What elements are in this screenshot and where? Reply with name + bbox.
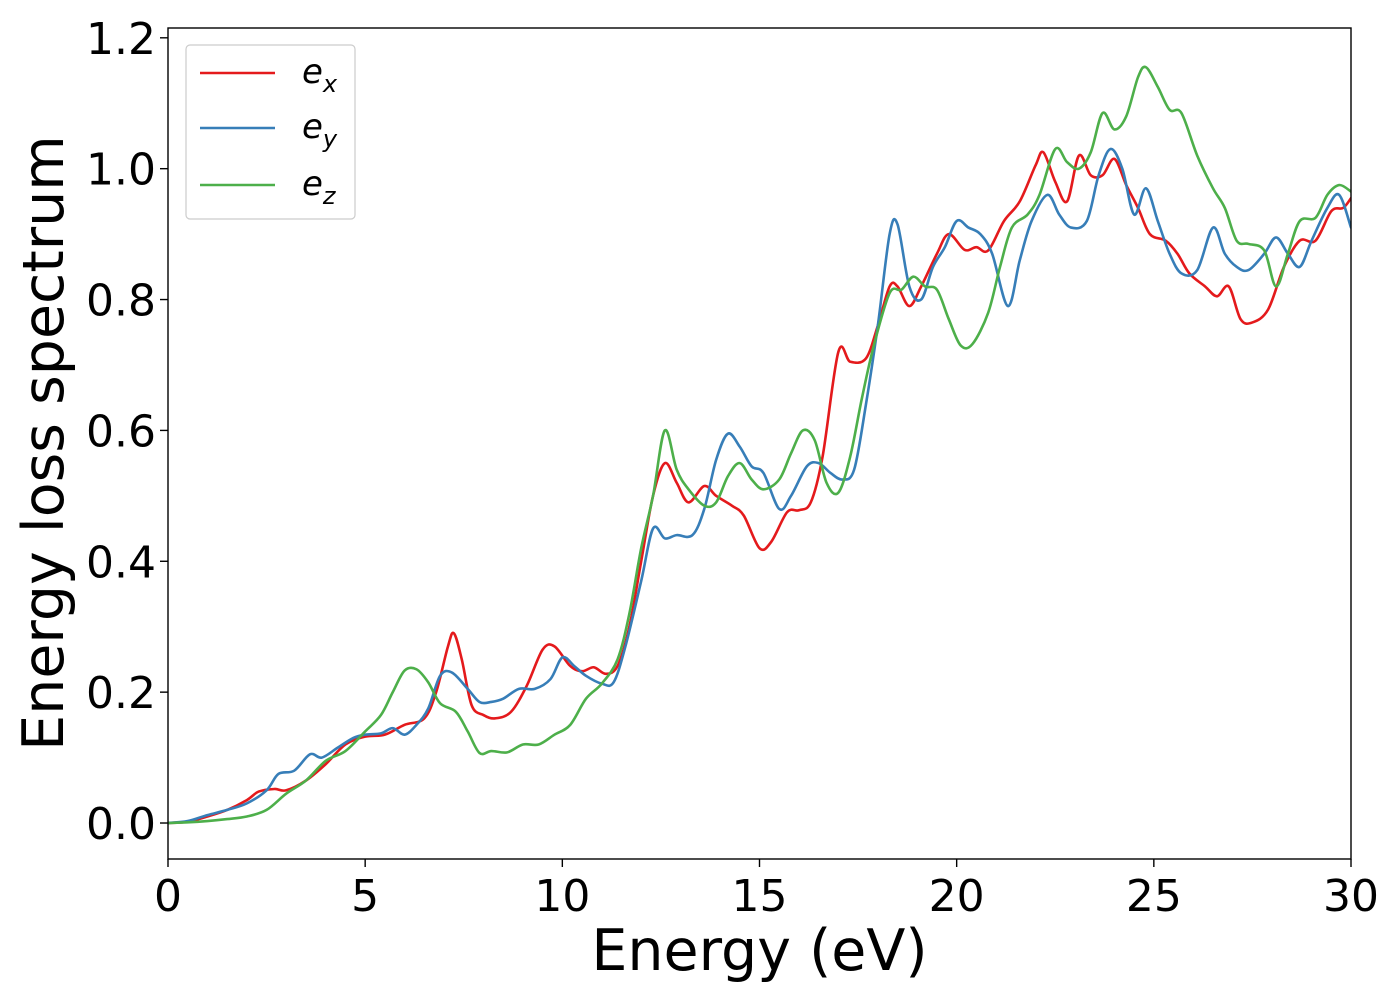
- y-tick-label: 1.2: [86, 14, 156, 65]
- x-tick-label: 5: [351, 871, 379, 922]
- x-tick-label: 10: [534, 871, 590, 922]
- legend-box: [185, 44, 356, 220]
- y-tick-label: 0.4: [86, 537, 156, 588]
- legend: ex ey ez: [185, 44, 356, 220]
- y-tick-label: 0.8: [86, 276, 156, 327]
- legend-label-e-z: ez: [302, 164, 337, 210]
- x-tick-label: 15: [732, 871, 788, 922]
- x-axis-title: Energy (eV): [591, 918, 927, 984]
- x-tick-label: 30: [1323, 871, 1379, 922]
- series-lines: [168, 65, 1351, 825]
- x-axis-ticks: 0 5 10 15 20 25 30: [154, 859, 1379, 922]
- y-axis-ticks: 0.0 0.2 0.4 0.6 0.8 1.0 1.2: [86, 14, 168, 850]
- legend-items: ex ey ez: [200, 52, 338, 210]
- y-tick-label: 0.0: [86, 799, 156, 850]
- series-line-e-y: [168, 147, 1351, 825]
- y-tick-label: 0.2: [86, 668, 156, 719]
- series-line-e-x: [168, 150, 1351, 825]
- y-axis-title: Energy loss spectrum: [11, 135, 77, 751]
- legend-label-e-y: ey: [302, 107, 338, 153]
- x-tick-label: 0: [154, 871, 182, 922]
- y-tick-label: 0.6: [86, 406, 156, 457]
- x-tick-label: 25: [1126, 871, 1182, 922]
- y-tick-label: 1.0: [86, 145, 156, 196]
- legend-label-e-x: ex: [302, 52, 338, 98]
- x-tick-label: 20: [929, 871, 985, 922]
- series-line-e-z: [168, 65, 1351, 825]
